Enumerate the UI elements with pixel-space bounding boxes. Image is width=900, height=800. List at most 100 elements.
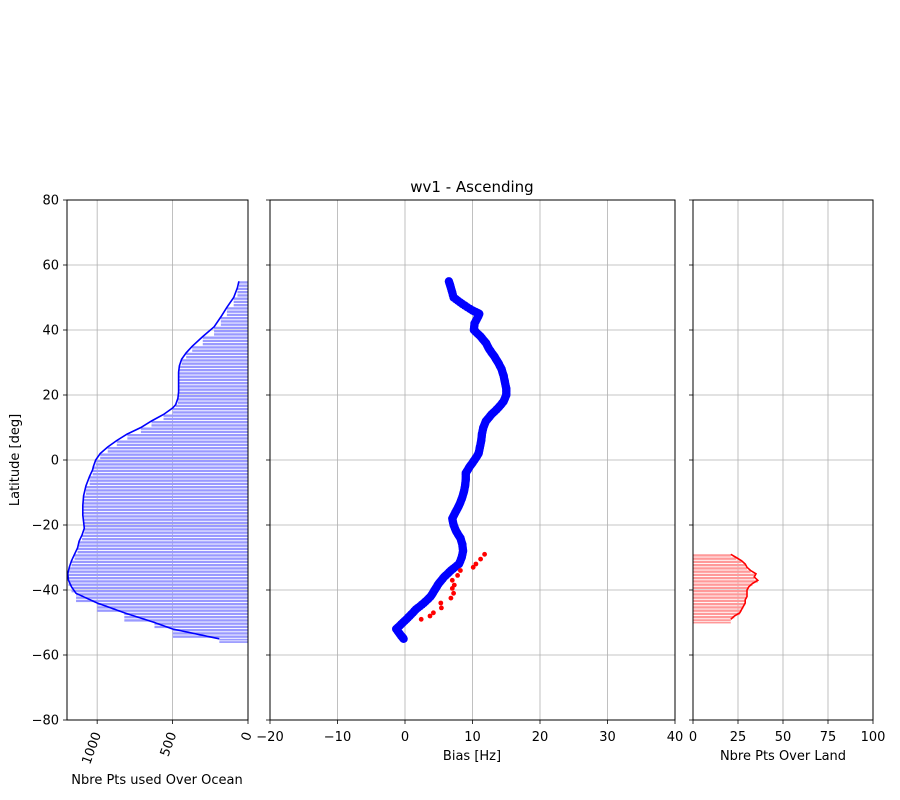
- count-bar: [693, 621, 731, 624]
- bias-point-land: [473, 561, 479, 567]
- count-bar: [85, 486, 249, 489]
- count-bar: [127, 437, 248, 440]
- count-bar: [85, 492, 249, 495]
- count-bar: [693, 599, 746, 603]
- count-bar: [116, 443, 249, 447]
- count-bar: [82, 518, 249, 521]
- count-bar: [163, 417, 248, 421]
- count-bar: [76, 599, 248, 603]
- count-outline: [730, 553, 760, 620]
- count-bar: [124, 616, 248, 619]
- land-xlabel: Nbre Pts Over Land: [720, 749, 846, 764]
- count-bar: [107, 447, 248, 450]
- count-bar: [693, 577, 755, 580]
- count-bar: [89, 476, 248, 479]
- y-tick-label: 60: [42, 259, 59, 274]
- count-bar: [83, 525, 248, 528]
- count-bar: [89, 479, 248, 482]
- count-bar: [693, 557, 737, 560]
- count-bar: [68, 580, 248, 583]
- count-bar: [178, 372, 248, 375]
- count-bar: [693, 567, 747, 570]
- bias-point-land: [455, 573, 460, 578]
- count-bar: [693, 583, 753, 586]
- count-bar: [693, 616, 735, 619]
- bias-xlabel: Bias [Hz]: [443, 749, 501, 764]
- count-bar: [177, 401, 248, 404]
- count-bar: [693, 573, 756, 577]
- x-tick-label: 10: [464, 730, 481, 745]
- count-bar: [220, 320, 248, 323]
- x-tick-label: 25: [730, 730, 747, 745]
- count-bar: [82, 512, 249, 515]
- count-bar: [219, 638, 248, 641]
- count-bar: [202, 343, 248, 346]
- bias-point-land: [431, 610, 436, 616]
- count-bar: [79, 541, 248, 544]
- count-bar: [82, 538, 248, 541]
- bias-point-land: [418, 616, 424, 622]
- count-bar: [97, 606, 249, 609]
- count-outline: [66, 281, 240, 640]
- count-bar: [84, 531, 249, 534]
- count-bar: [693, 580, 758, 583]
- count-bar: [93, 466, 248, 469]
- count-bar: [226, 310, 248, 313]
- count-bar: [71, 586, 249, 590]
- count-bar: [693, 586, 749, 590]
- count-bar: [76, 596, 248, 599]
- count-bar: [79, 544, 248, 547]
- count-bar: [693, 609, 742, 612]
- count-bar: [92, 473, 249, 476]
- count-bar: [202, 339, 248, 343]
- count-bar: [177, 398, 248, 401]
- count-bar: [77, 551, 248, 554]
- count-bar: [76, 593, 248, 596]
- bias-point-land: [448, 595, 454, 601]
- count-bar: [219, 641, 248, 643]
- count-bar: [154, 622, 248, 625]
- count-bar: [192, 349, 248, 352]
- bias-point-land: [458, 568, 463, 573]
- count-bar: [220, 323, 248, 326]
- bias-point-land: [482, 551, 487, 557]
- count-bar: [172, 411, 248, 414]
- y-tick-label: 40: [42, 324, 59, 339]
- count-bar: [71, 560, 249, 564]
- count-bar: [140, 430, 248, 434]
- bias-point-land: [449, 577, 455, 583]
- bias-point-land: [438, 600, 444, 606]
- count-bar: [82, 515, 249, 518]
- count-bar: [92, 469, 249, 473]
- y-tick-label: −40: [32, 584, 59, 599]
- x-tick-label: 40: [667, 730, 684, 745]
- x-tick-label: 20: [532, 730, 549, 745]
- count-bar: [140, 427, 248, 430]
- x-tick-label: 0: [689, 730, 697, 745]
- count-bar: [179, 369, 248, 372]
- count-bar: [67, 573, 248, 577]
- count-bar: [154, 625, 248, 629]
- count-bar: [95, 460, 249, 463]
- count-bar: [69, 570, 248, 573]
- count-bar: [178, 375, 248, 378]
- count-bar: [89, 482, 248, 486]
- count-bar: [124, 619, 248, 622]
- count-bar: [693, 612, 740, 616]
- count-bar: [107, 450, 248, 453]
- count-bar: [163, 414, 248, 417]
- count-bar: [178, 385, 248, 388]
- y-tick-label: −60: [32, 649, 59, 664]
- count-bar: [178, 382, 248, 385]
- count-bar: [238, 284, 248, 287]
- count-bar: [237, 287, 248, 291]
- count-bar: [192, 346, 248, 349]
- count-bar: [693, 570, 751, 573]
- x-tick-label: 0: [401, 730, 409, 745]
- count-bar: [693, 560, 742, 564]
- count-bar: [151, 421, 248, 424]
- count-bar: [71, 590, 249, 593]
- count-bar: [67, 577, 248, 580]
